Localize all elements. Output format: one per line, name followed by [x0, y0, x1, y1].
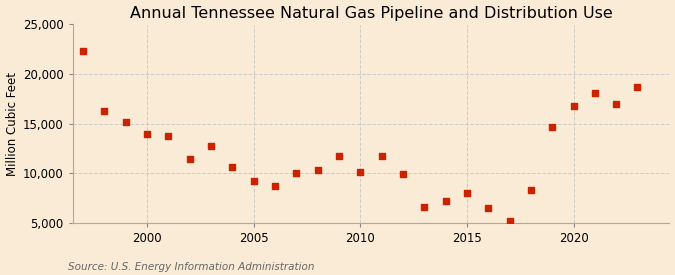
Point — [184, 157, 195, 161]
Point — [611, 101, 622, 106]
Point — [632, 85, 643, 89]
Point — [313, 168, 323, 172]
Point — [568, 104, 579, 108]
Point — [483, 206, 493, 210]
Point — [419, 205, 430, 209]
Point — [462, 191, 472, 195]
Point — [163, 134, 174, 139]
Point — [269, 184, 280, 188]
Point — [206, 144, 217, 148]
Point — [142, 132, 153, 137]
Point — [547, 124, 558, 129]
Point — [248, 179, 259, 183]
Text: Source: U.S. Energy Information Administration: Source: U.S. Energy Information Administ… — [68, 262, 314, 272]
Point — [78, 49, 88, 53]
Y-axis label: Million Cubic Feet: Million Cubic Feet — [5, 72, 18, 175]
Point — [227, 165, 238, 169]
Point — [525, 188, 536, 192]
Point — [376, 154, 387, 158]
Point — [355, 170, 366, 174]
Point — [120, 119, 131, 124]
Point — [440, 199, 451, 203]
Point — [291, 171, 302, 175]
Point — [398, 172, 408, 176]
Title: Annual Tennessee Natural Gas Pipeline and Distribution Use: Annual Tennessee Natural Gas Pipeline an… — [130, 6, 612, 21]
Point — [99, 109, 110, 113]
Point — [589, 91, 600, 95]
Point — [333, 154, 344, 158]
Point — [504, 218, 515, 223]
